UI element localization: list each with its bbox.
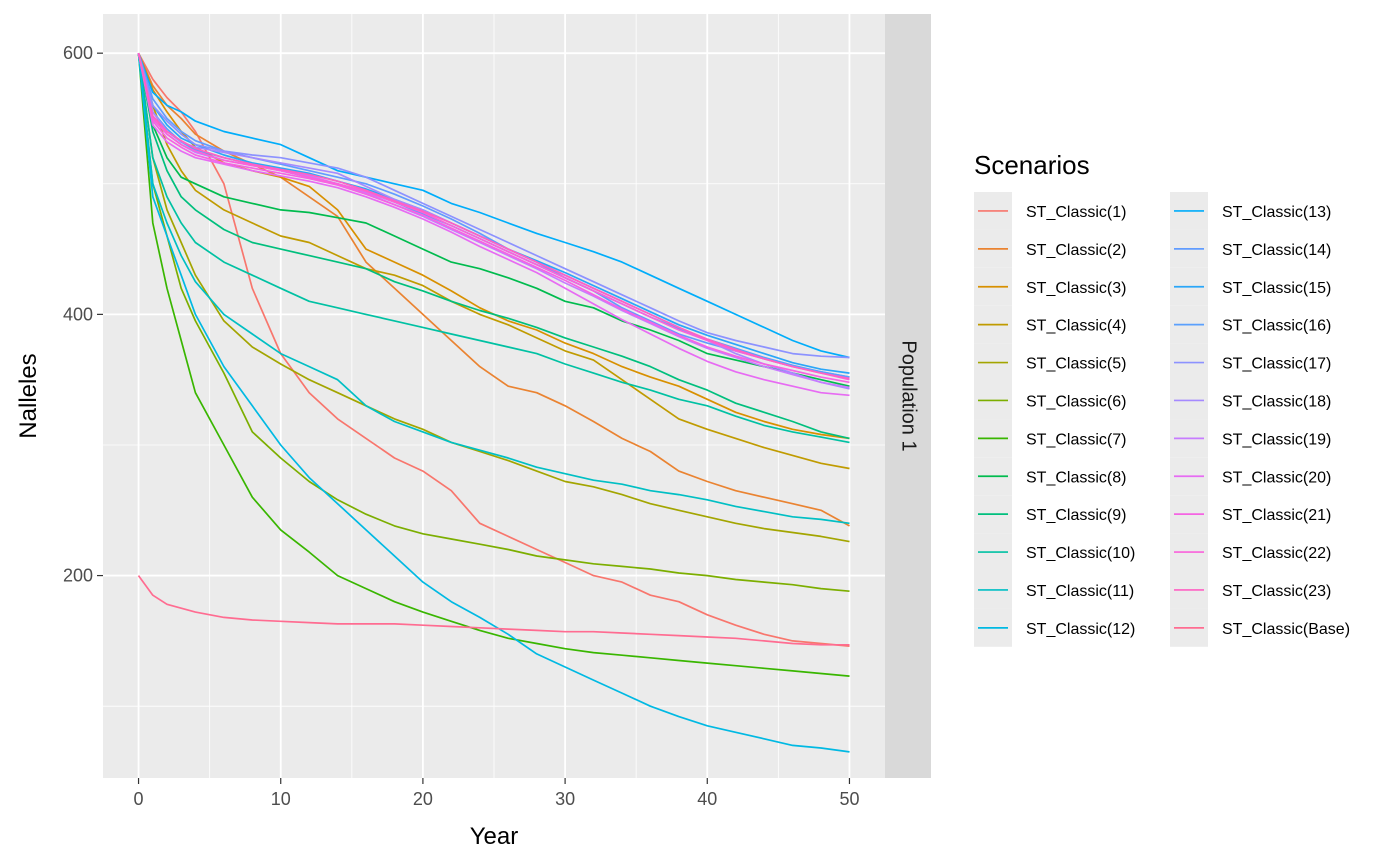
legend-label: ST_Classic(17) <box>1222 356 1331 373</box>
x-tick-label: 10 <box>271 789 291 809</box>
grid <box>103 14 885 778</box>
facet-strip <box>885 14 931 778</box>
series-line <box>137 52 850 470</box>
series-line <box>137 53 850 381</box>
x-axis-ticks: 0 10 20 30 40 50 <box>134 778 859 809</box>
series-line <box>137 53 850 525</box>
y-axis-title: Nalleles <box>15 353 42 438</box>
series-line <box>137 52 850 527</box>
legend-label: ST_Classic(21) <box>1222 507 1331 524</box>
legend-label: ST_Classic(3) <box>1026 280 1126 297</box>
y-axis-ticks: 200 400 600 <box>63 43 103 586</box>
legend-label: ST_Classic(1) <box>1026 204 1126 221</box>
x-tick-label: 0 <box>134 789 144 809</box>
y-tick-label: 400 <box>63 304 93 324</box>
legend-label: ST_Classic(2) <box>1026 242 1126 259</box>
series-line <box>137 52 850 647</box>
series-line <box>137 53 850 753</box>
legend-label: ST_Classic(7) <box>1026 431 1126 448</box>
legend-label: ST_Classic(18) <box>1222 393 1331 410</box>
legend-label: ST_Classic(4) <box>1026 318 1126 335</box>
series-line <box>137 53 850 397</box>
legend-label: ST_Classic(23) <box>1222 583 1331 600</box>
facet-label: Population 1 <box>898 340 920 451</box>
series-line <box>137 575 850 646</box>
legend-label: ST_Classic(13) <box>1222 204 1331 221</box>
series-line <box>137 52 850 359</box>
legend-label: ST_Classic(20) <box>1222 469 1331 486</box>
series-lines <box>137 52 850 753</box>
legend-label: ST_Classic(12) <box>1026 621 1135 638</box>
x-axis-title: Year <box>470 823 519 850</box>
legend-label: ST_Classic(14) <box>1222 242 1331 259</box>
legend-label: ST_Classic(11) <box>1026 583 1134 600</box>
x-tick-label: 50 <box>839 789 859 809</box>
legend-label: ST_Classic(22) <box>1222 545 1331 562</box>
legend: Scenarios ST_Classic(1) ST_Classic(2) ST_C… <box>974 150 1350 647</box>
y-tick-label: 600 <box>63 43 93 63</box>
legend-label: ST_Classic(5) <box>1026 356 1126 373</box>
series-line <box>137 53 850 593</box>
x-tick-label: 20 <box>413 789 433 809</box>
series-line <box>137 53 850 388</box>
x-tick-label: 40 <box>697 789 717 809</box>
legend-label: ST_Classic(16) <box>1222 318 1331 335</box>
legend-title: Scenarios <box>974 150 1090 180</box>
legend-label: ST_Classic(6) <box>1026 393 1126 410</box>
y-tick-label: 200 <box>63 566 93 586</box>
series-line <box>137 53 850 440</box>
legend-label: ST_Classic(19) <box>1222 431 1331 448</box>
legend-label: ST_Classic(15) <box>1222 280 1331 297</box>
legend-label: ST_Classic(8) <box>1026 469 1126 486</box>
legend-label: ST_Classic(Base) <box>1222 621 1350 638</box>
series-line <box>137 53 850 384</box>
legend-label: ST_Classic(9) <box>1026 507 1126 524</box>
series-line <box>137 53 850 444</box>
series-line <box>137 53 850 677</box>
series-line <box>137 52 850 359</box>
series-line <box>137 53 850 380</box>
legend-label: ST_Classic(10) <box>1026 545 1135 562</box>
x-tick-label: 30 <box>555 789 575 809</box>
